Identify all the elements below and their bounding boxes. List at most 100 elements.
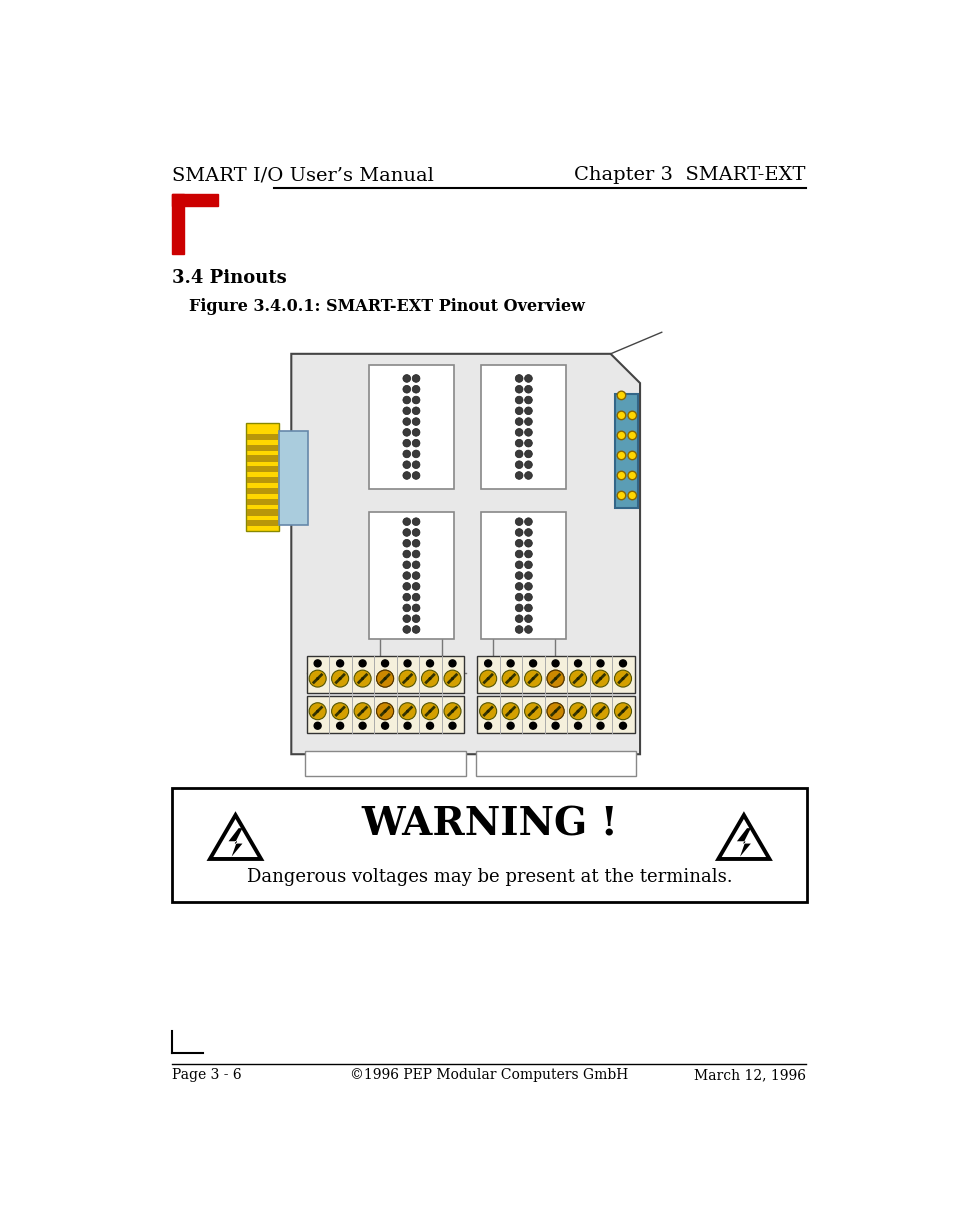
- Circle shape: [546, 670, 563, 687]
- Circle shape: [428, 710, 431, 713]
- Circle shape: [627, 432, 636, 440]
- Circle shape: [451, 677, 454, 680]
- Circle shape: [524, 375, 532, 382]
- Circle shape: [597, 722, 603, 730]
- Circle shape: [338, 677, 341, 680]
- Circle shape: [412, 472, 419, 479]
- Circle shape: [507, 722, 514, 730]
- Circle shape: [617, 392, 625, 400]
- Circle shape: [402, 625, 410, 634]
- Circle shape: [449, 722, 456, 730]
- Circle shape: [412, 450, 419, 457]
- Circle shape: [426, 660, 433, 666]
- Circle shape: [515, 375, 522, 382]
- Circle shape: [592, 703, 608, 720]
- Circle shape: [617, 472, 625, 480]
- Circle shape: [412, 529, 419, 536]
- Circle shape: [336, 660, 343, 666]
- Circle shape: [406, 710, 409, 713]
- Circle shape: [515, 572, 522, 580]
- Text: Chapter 3  SMART-EXT: Chapter 3 SMART-EXT: [574, 167, 805, 184]
- Circle shape: [515, 582, 522, 590]
- Circle shape: [412, 572, 419, 580]
- Circle shape: [515, 550, 522, 558]
- Circle shape: [524, 439, 532, 447]
- Circle shape: [574, 660, 581, 666]
- Polygon shape: [736, 828, 750, 856]
- Text: 3.4 Pinouts: 3.4 Pinouts: [172, 270, 287, 287]
- Circle shape: [315, 710, 319, 713]
- Circle shape: [620, 710, 624, 713]
- Circle shape: [524, 418, 532, 426]
- Circle shape: [515, 529, 522, 536]
- Circle shape: [515, 540, 522, 547]
- Circle shape: [614, 670, 631, 687]
- Bar: [246, 423, 278, 531]
- Circle shape: [554, 677, 557, 680]
- Circle shape: [412, 604, 419, 612]
- Circle shape: [338, 710, 341, 713]
- Circle shape: [443, 703, 460, 720]
- Bar: [476, 751, 636, 776]
- Bar: [172, 193, 184, 254]
- Circle shape: [524, 572, 532, 580]
- Circle shape: [618, 660, 626, 666]
- Circle shape: [412, 375, 419, 382]
- Circle shape: [546, 703, 563, 720]
- Circle shape: [524, 461, 532, 468]
- Circle shape: [515, 450, 522, 457]
- Circle shape: [315, 677, 319, 680]
- Circle shape: [449, 660, 456, 666]
- Circle shape: [576, 710, 579, 713]
- Circle shape: [402, 561, 410, 569]
- Circle shape: [426, 722, 433, 730]
- Circle shape: [412, 561, 419, 569]
- Circle shape: [402, 450, 410, 457]
- Circle shape: [484, 722, 491, 730]
- Circle shape: [617, 411, 625, 420]
- Polygon shape: [229, 828, 242, 856]
- Circle shape: [360, 710, 364, 713]
- Circle shape: [332, 670, 348, 687]
- Circle shape: [398, 703, 416, 720]
- Circle shape: [332, 703, 348, 720]
- Circle shape: [402, 604, 410, 612]
- Circle shape: [531, 710, 534, 713]
- Bar: [247, 456, 278, 462]
- Circle shape: [617, 491, 625, 500]
- Circle shape: [515, 625, 522, 634]
- Circle shape: [486, 677, 489, 680]
- Circle shape: [404, 660, 411, 666]
- Text: WARNING !: WARNING !: [361, 805, 618, 844]
- Circle shape: [524, 703, 541, 720]
- Circle shape: [412, 615, 419, 623]
- Bar: [247, 499, 278, 505]
- Circle shape: [406, 677, 409, 680]
- Circle shape: [598, 710, 601, 713]
- Circle shape: [412, 439, 419, 447]
- Circle shape: [402, 428, 410, 437]
- Circle shape: [617, 451, 625, 460]
- Circle shape: [598, 677, 601, 680]
- Circle shape: [402, 529, 410, 536]
- Circle shape: [402, 472, 410, 479]
- Circle shape: [552, 660, 558, 666]
- Circle shape: [515, 518, 522, 525]
- Circle shape: [412, 518, 419, 525]
- Circle shape: [524, 540, 532, 547]
- Circle shape: [627, 491, 636, 500]
- Circle shape: [360, 677, 364, 680]
- Circle shape: [402, 518, 410, 525]
- Circle shape: [402, 439, 410, 447]
- Polygon shape: [718, 815, 769, 858]
- Circle shape: [524, 625, 532, 634]
- Polygon shape: [210, 815, 261, 858]
- Circle shape: [574, 722, 581, 730]
- Circle shape: [524, 396, 532, 404]
- Circle shape: [451, 710, 454, 713]
- Bar: [247, 477, 278, 483]
- Circle shape: [402, 375, 410, 382]
- Circle shape: [412, 461, 419, 468]
- Circle shape: [402, 385, 410, 393]
- Bar: [247, 466, 278, 472]
